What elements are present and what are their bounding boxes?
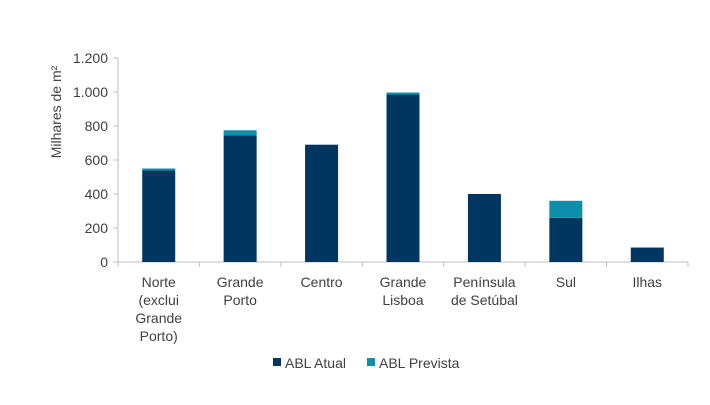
- y-tick-label: 0: [100, 254, 108, 270]
- x-tick-label: Grande: [135, 310, 182, 326]
- x-tick-label: Península: [453, 274, 515, 290]
- bar-abl-atual: [386, 94, 420, 262]
- x-tick-label: Ilhas: [632, 274, 662, 290]
- bar-abl-atual: [467, 194, 501, 262]
- y-tick-label: 800: [85, 118, 109, 134]
- y-tick-label: 200: [85, 220, 109, 236]
- legend-swatch: [367, 358, 375, 366]
- x-tick-label: de Setúbal: [451, 292, 518, 308]
- x-tick-label: Grande: [217, 274, 264, 290]
- bar-abl-atual: [223, 135, 257, 262]
- y-tick-label: 1.200: [73, 50, 108, 66]
- x-axis-labels: Norte (exclui Grande Porto) Grande Porto Centr…: [117, 262, 689, 344]
- bar-abl-atual: [549, 217, 583, 262]
- legend-label: ABL Prevista: [379, 355, 460, 371]
- bar-abl-prevista: [549, 200, 583, 218]
- bar-abl-atual: [142, 170, 176, 262]
- bar-abl-atual: [305, 144, 339, 262]
- bar-abl-prevista: [386, 92, 420, 95]
- legend-label: ABL Atual: [285, 355, 346, 371]
- y-axis-title: Milhares de m²: [48, 65, 64, 158]
- x-tick-label: Lisboa: [382, 292, 423, 308]
- x-tick-label: Grande: [380, 274, 427, 290]
- bar-abl-prevista: [142, 168, 176, 171]
- x-tick-label: Porto: [223, 292, 257, 308]
- y-tick-label: 600: [85, 152, 109, 168]
- x-tick-label: Centro: [301, 274, 343, 290]
- y-tick-label: 1.000: [73, 84, 108, 100]
- legend-swatch: [273, 358, 281, 366]
- bar-abl-prevista: [223, 130, 257, 136]
- y-tick-label: 400: [85, 186, 109, 202]
- bars: [142, 92, 664, 262]
- x-tick-label: Norte: [142, 274, 176, 290]
- y-axis: 0 200 400 600 800 1.000 1.200: [73, 50, 118, 270]
- x-tick-label: (exclui: [138, 292, 178, 308]
- bar-abl-atual: [630, 247, 664, 262]
- legend: ABL Atual ABL Prevista: [273, 355, 460, 371]
- x-tick-label: Sul: [556, 274, 576, 290]
- x-tick-label: Porto): [140, 328, 178, 344]
